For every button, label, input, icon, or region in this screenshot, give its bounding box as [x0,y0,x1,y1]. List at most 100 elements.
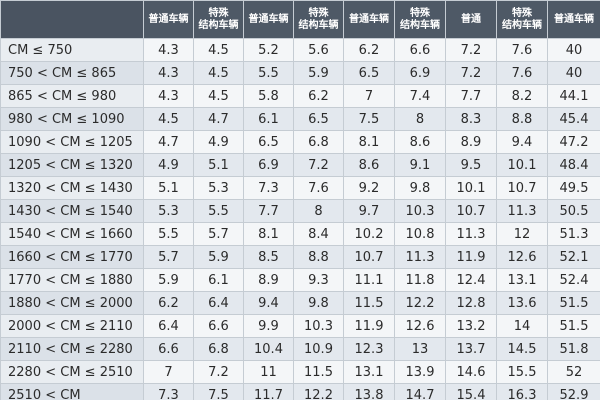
value-cell: 47.2 [547,130,600,154]
value-cell: 8.5 [243,245,294,269]
column-header: 普通车辆 [243,0,294,39]
value-cell: 7.3 [143,383,194,400]
value-cell: 6.1 [243,107,294,131]
value-cell: 4.3 [143,38,194,62]
table-row: 1205 < CM ≤ 1320 4.9 5.1 6.9 7.2 8.6 9.1 9.5 10.… [0,153,600,177]
value-cell: 11 [243,360,294,384]
value-cell: 9.2 [343,176,395,200]
value-cell: 8.9 [445,130,497,154]
table-row: 2510 < CM 7.3 7.5 11.7 12.2 13.8 14.7 15.4 16.3 5… [0,383,600,400]
value-cell: 6.2 [343,38,395,62]
value-cell: 10.4 [243,337,294,361]
range-cell: 2000 < CM ≤ 2110 [0,314,144,338]
table-row: 1660 < CM ≤ 1770 5.7 5.9 8.5 8.8 10.7 11.3 11.9… [0,245,600,269]
value-cell: 10.3 [394,199,446,223]
value-cell: 40 [547,38,600,62]
value-cell: 4.3 [143,61,194,85]
range-cell: 1770 < CM ≤ 1880 [0,268,144,292]
value-cell: 12.4 [445,268,497,292]
range-cell: 1205 < CM ≤ 1320 [0,153,144,177]
value-cell: 5.6 [293,38,344,62]
value-cell: 4.9 [193,130,244,154]
table-row: 2000 < CM ≤ 2110 6.4 6.6 9.9 10.3 11.9 12.6 13.… [0,314,600,338]
value-cell: 16.3 [496,383,548,400]
table-row: 1090 < CM ≤ 1205 4.7 4.9 6.5 6.8 8.1 8.6 8.9 9.4… [0,130,600,154]
value-cell: 5.1 [193,153,244,177]
column-header: 普通 [445,0,497,39]
range-cell: 865 < CM ≤ 980 [0,84,144,108]
value-cell: 7 [343,84,395,108]
value-cell: 50.5 [547,199,600,223]
value-cell: 11.3 [394,245,446,269]
value-cell: 7.3 [243,176,294,200]
value-cell: 8.1 [243,222,294,246]
range-cell: 2510 < CM [0,383,144,400]
value-cell: 7.6 [293,176,344,200]
value-cell: 6.6 [143,337,194,361]
table-row: 750 < CM ≤ 865 4.3 4.5 5.5 5.9 6.5 6.9 7.2 7.6 40 [0,61,600,85]
value-cell: 8 [394,107,446,131]
table-row: 980 < CM ≤ 1090 4.5 4.7 6.1 6.5 7.5 8 8.3 8.8 45.… [0,107,600,131]
value-cell: 5.9 [293,61,344,85]
value-cell: 10.8 [394,222,446,246]
value-cell: 11.7 [243,383,294,400]
range-cell: 1880 < CM ≤ 2000 [0,291,144,315]
value-cell: 12 [496,222,548,246]
table-row: CM ≤ 750 4.3 4.5 5.2 5.6 6.2 6.6 7.2 7.6 40 [0,38,600,62]
value-cell: 10.1 [445,176,497,200]
value-cell: 7.6 [496,38,548,62]
column-header: 特殊 结构车辆 [394,0,446,39]
table-row: 1880 < CM ≤ 2000 6.2 6.4 9.4 9.8 11.5 12.2 12.8… [0,291,600,315]
value-cell: 10.7 [445,199,497,223]
table-row: 2110 < CM ≤ 2280 6.6 6.8 10.4 10.9 12.3 13 13.7… [0,337,600,361]
value-cell: 11.9 [343,314,395,338]
value-cell: 10.7 [343,245,395,269]
value-cell: 15.4 [445,383,497,400]
value-cell: 9.7 [343,199,395,223]
value-cell: 7 [143,360,194,384]
value-cell: 11.5 [343,291,395,315]
range-cell: 750 < CM ≤ 865 [0,61,144,85]
table-row: 1540 < CM ≤ 1660 5.5 5.7 8.1 8.4 10.2 10.8 11.3… [0,222,600,246]
value-cell: 52.1 [547,245,600,269]
value-cell: 8.8 [293,245,344,269]
value-cell: 7.2 [445,38,497,62]
range-cell: 2110 < CM ≤ 2280 [0,337,144,361]
table-header: 普通车辆 特殊 结构车辆 普通车辆 特殊 结构车辆 普通车辆 特殊 结构车辆 普通 特殊 结构车辆 普通… [0,0,600,39]
value-cell: 11.8 [394,268,446,292]
value-cell: 6.8 [293,130,344,154]
table-body: CM ≤ 750 4.3 4.5 5.2 5.6 6.2 6.6 7.2 7.6 40 750 < … [0,38,600,400]
value-cell: 8.3 [445,107,497,131]
value-cell: 4.9 [143,153,194,177]
value-cell: 9.5 [445,153,497,177]
column-header: 普通车辆 [143,0,194,39]
table-row: 2280 < CM ≤ 2510 7 7.2 11 11.5 13.1 13.9 14.6 15… [0,360,600,384]
table-row: 1770 < CM ≤ 1880 5.9 6.1 8.9 9.3 11.1 11.8 12.4… [0,268,600,292]
value-cell: 9.4 [243,291,294,315]
value-cell: 12.8 [445,291,497,315]
value-cell: 8.8 [496,107,548,131]
value-cell: 7.2 [293,153,344,177]
value-cell: 12.2 [394,291,446,315]
value-cell: 6.9 [394,61,446,85]
value-cell: 5.1 [143,176,194,200]
value-cell: 5.3 [193,176,244,200]
table-row: 1320 < CM ≤ 1430 5.1 5.3 7.3 7.6 9.2 9.8 10.1 10… [0,176,600,200]
value-cell: 51.5 [547,314,600,338]
value-cell: 8.9 [243,268,294,292]
value-cell: 6.6 [193,314,244,338]
value-cell: 6.2 [143,291,194,315]
value-cell: 6.5 [293,107,344,131]
value-cell: 9.8 [394,176,446,200]
value-cell: 5.7 [143,245,194,269]
range-cell: 2280 < CM ≤ 2510 [0,360,144,384]
value-cell: 4.5 [193,38,244,62]
value-cell: 6.1 [193,268,244,292]
value-cell: 4.5 [143,107,194,131]
value-cell: 6.4 [143,314,194,338]
table-row: 1430 < CM ≤ 1540 5.3 5.5 7.7 8 9.7 10.3 10.7 11.… [0,199,600,223]
value-cell: 6.4 [193,291,244,315]
value-cell: 4.7 [193,107,244,131]
value-cell: 40 [547,61,600,85]
